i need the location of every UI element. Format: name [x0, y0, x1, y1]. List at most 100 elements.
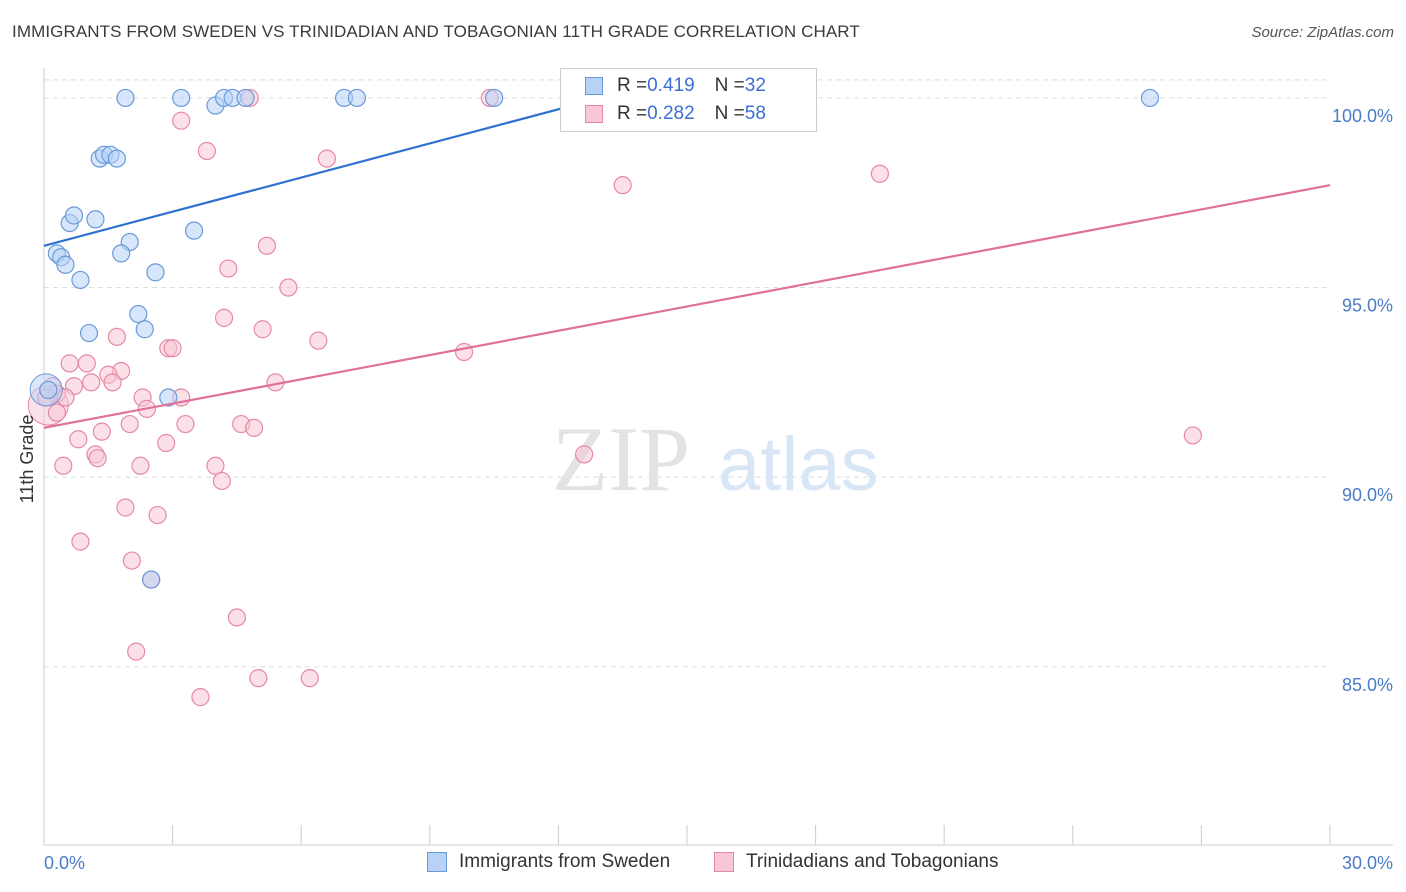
series-trinidadians-point — [870, 164, 890, 183]
series-trinidadians-point — [244, 418, 264, 437]
series-trinidadians-point — [227, 608, 246, 627]
series-sweden-point — [79, 323, 99, 343]
series-sweden-point — [1140, 88, 1160, 108]
correlation-legend: R = 0.419 N = 32 R = 0.282 N = 58 — [560, 68, 817, 132]
series-trinidadians-point — [212, 471, 231, 491]
x-tick-label: 0.0% — [44, 853, 85, 873]
series-trinidadians-point — [131, 456, 150, 475]
series-trinidadians-point — [575, 445, 594, 464]
trend-line-trinidadians — [43, 184, 1331, 429]
series-sweden-point — [135, 320, 154, 339]
legend-n-label: N = — [714, 103, 745, 124]
series-trinidadians-point — [103, 373, 122, 392]
axes — [43, 68, 1393, 846]
x-tick-labels: 0.0% 30.0% — [44, 853, 1393, 873]
series-trinidadians-point — [163, 339, 182, 358]
chart-title: IMMIGRANTS FROM SWEDEN VS TRINIDADIAN AN… — [12, 22, 860, 41]
series-trinidadians-point — [176, 414, 195, 434]
watermark-zip: ZIP — [552, 408, 690, 510]
series-sweden-point — [116, 88, 135, 108]
y-tick-label: 100.0% — [1332, 106, 1393, 126]
series-trinidadians-point — [1183, 426, 1202, 445]
series-trinidadians-point — [309, 331, 328, 350]
legend-r-value: 0.419 — [647, 75, 695, 96]
series-sweden-point — [112, 244, 131, 263]
series-sweden-point — [107, 149, 126, 168]
series-sweden-points — [29, 88, 1160, 589]
series-trinidadians-point — [47, 403, 66, 422]
series-sweden-point — [347, 88, 367, 108]
legend-r-label: R = — [617, 103, 648, 124]
series-trinidadians-point — [92, 422, 111, 441]
series-trinidadians-point — [613, 176, 632, 195]
source-label: Source: ZipAtlas.com — [1251, 24, 1394, 41]
series-trinidadians-point — [279, 278, 298, 297]
legend-row-trinidadians: R = 0.282 N = 58 — [585, 101, 766, 127]
series-trinidadians-point — [116, 498, 135, 517]
legend-n-label: N = — [714, 75, 745, 96]
legend-swatch-sweden — [427, 852, 447, 872]
legend-swatch-trinidadians — [585, 105, 603, 123]
series-trinidadians-point — [206, 456, 225, 475]
y-tick-labels: 85.0% 90.0% 95.0% 100.0% — [1332, 106, 1393, 695]
legend-n-value: 32 — [744, 75, 766, 96]
series-trinidadians-point — [253, 320, 272, 339]
series-trinidadians-point — [69, 430, 88, 449]
trend-line-sweden — [43, 96, 602, 247]
series-sweden-point — [56, 255, 75, 274]
series-trinidadians-point — [317, 149, 337, 168]
series-sweden-point — [64, 206, 84, 225]
series-trinidadians-point — [148, 505, 167, 525]
series-trinidadians-point — [191, 688, 210, 707]
y-axis-label: 11th Grade — [17, 415, 37, 504]
series-trinidadians-point — [71, 532, 90, 551]
trend-lines — [43, 96, 1331, 429]
legend-n-value: 58 — [744, 103, 766, 124]
series-sweden-point — [39, 380, 58, 400]
series-sweden-point — [159, 388, 178, 407]
legend-item-trinidadians: Trinidadians and Tobagonians — [714, 851, 998, 873]
series-trinidadians-point — [120, 414, 139, 434]
legend-swatch-sweden — [585, 77, 603, 95]
series-sweden-point — [129, 304, 148, 324]
series-sweden-point — [86, 210, 105, 229]
series-sweden-point — [146, 263, 165, 282]
legend-label-trinidadians: Trinidadians and Tobagonians — [746, 851, 999, 872]
series-trinidadians-point — [257, 236, 277, 255]
series-trinidadians-point — [77, 354, 96, 373]
series-legend: Immigrants from Sweden Trinidadians and … — [0, 851, 1406, 877]
series-trinidadians-point — [219, 259, 238, 278]
series-trinidadians-point — [54, 456, 73, 475]
series-sweden-point — [184, 221, 204, 240]
series-trinidadians-point — [157, 433, 176, 453]
series-trinidadians-point — [249, 669, 268, 688]
y-tick-label: 95.0% — [1342, 296, 1393, 316]
y-tick-label: 85.0% — [1342, 675, 1393, 695]
series-sweden-point — [142, 570, 161, 589]
x-tick-label: 30.0% — [1342, 853, 1393, 873]
series-sweden-point — [485, 88, 504, 108]
series-trinidadians-point — [107, 327, 126, 346]
legend-item-sweden: Immigrants from Sweden — [427, 851, 670, 873]
series-sweden-point — [236, 88, 255, 108]
watermark-atlas: atlas — [718, 422, 879, 507]
series-trinidadians-point — [122, 551, 141, 570]
series-sweden-point — [172, 88, 191, 108]
series-trinidadians-point — [60, 354, 79, 373]
series-trinidadians-point — [197, 141, 216, 161]
series-sweden-point — [71, 270, 90, 290]
watermark: ZIP atlas — [552, 408, 879, 510]
gridlines — [44, 79, 1330, 668]
series-trinidadians-point — [82, 373, 101, 392]
legend-label-sweden: Immigrants from Sweden — [459, 851, 671, 872]
legend-r-value: 0.282 — [647, 103, 695, 124]
y-tick-label: 90.0% — [1342, 485, 1393, 505]
series-trinidadians-point — [300, 669, 319, 688]
series-trinidadians-point — [88, 449, 107, 468]
legend-swatch-trinidadians — [714, 852, 734, 872]
legend-row-sweden: R = 0.419 N = 32 — [585, 73, 766, 99]
series-trinidadians-point — [172, 111, 191, 130]
series-trinidadians-point — [127, 642, 146, 661]
series-trinidadians-point — [214, 308, 234, 327]
